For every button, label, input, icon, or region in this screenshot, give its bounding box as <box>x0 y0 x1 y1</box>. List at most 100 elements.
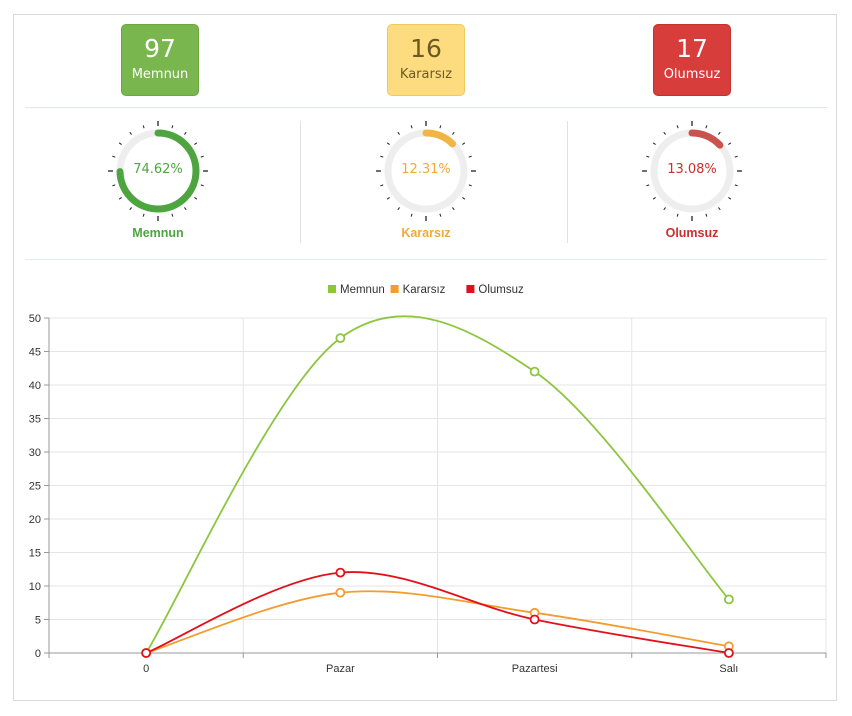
gauge-olumsuz: 13.08% Olumsuz <box>642 121 742 245</box>
gauge-memnun: 74.62% Memnun <box>108 121 208 245</box>
gauge-tick <box>452 131 455 135</box>
gauge-tick <box>728 142 732 145</box>
gauge-tick <box>380 155 384 158</box>
data-point[interactable] <box>529 614 540 625</box>
gauge-tick <box>142 213 145 217</box>
gauge-tick <box>676 213 679 217</box>
data-point[interactable] <box>335 567 346 578</box>
dashboard-panel: 97 Memnun 16 Kararsız 17 Olumsuz 74.62% … <box>13 14 837 701</box>
gauge-tick <box>112 184 116 187</box>
legend-swatch <box>328 285 336 293</box>
gauge-olumsuz-dial <box>642 121 742 221</box>
y-tick-label: 40 <box>29 380 41 392</box>
gauge-tick <box>468 184 472 187</box>
gauge-tick <box>468 155 472 158</box>
gauge-value-arc <box>116 129 200 213</box>
stat-memnun-label: Memnun <box>131 67 189 82</box>
stat-row: 97 Memnun 16 Kararsız 17 Olumsuz <box>14 15 836 107</box>
gauge-tick <box>462 142 466 145</box>
y-tick-label: 0 <box>35 648 41 660</box>
gauge-tick <box>118 197 122 200</box>
legend-label: Olumsuz <box>478 284 524 296</box>
series-line <box>145 315 730 654</box>
legend-label: Kararsız <box>403 284 446 296</box>
gauge-memnun-dial <box>108 121 208 221</box>
gauge-kararsiz: 12.31% Kararsız <box>376 121 476 245</box>
data-point[interactable] <box>335 333 346 344</box>
stat-kararsiz-label: Kararsız <box>399 67 453 82</box>
gauge-tick <box>200 155 204 158</box>
gauge-tick <box>118 142 122 145</box>
series-line <box>145 571 730 654</box>
x-tick-label: Pazartesi <box>512 663 558 675</box>
gauge-separator-1 <box>300 121 301 243</box>
gauge-tick <box>663 207 666 211</box>
y-tick-label: 45 <box>29 347 41 359</box>
y-tick-label: 30 <box>29 447 41 459</box>
y-tick-label: 5 <box>35 615 41 627</box>
data-point[interactable] <box>723 594 734 605</box>
line-chart: 0 5 10 15 20 25 30 35 40 45 50 0 Pazar Pazartesi Salı M… <box>29 284 827 675</box>
stat-memnun-value: 97 <box>144 34 176 63</box>
gauge-tick <box>734 184 738 187</box>
gauge-separator-2 <box>567 121 568 243</box>
gauge-kararsiz-dial <box>376 121 476 221</box>
stat-memnun: 97 Memnun <box>121 24 199 96</box>
gauge-tick <box>728 197 732 200</box>
y-tick-label: 20 <box>29 514 41 526</box>
gauge-value-arc <box>384 129 468 213</box>
gauge-tick <box>142 125 145 129</box>
gauge-value-arc <box>650 129 734 213</box>
gauge-tick <box>112 155 116 158</box>
gauge-tick <box>184 131 187 135</box>
y-tick-label: 10 <box>29 581 41 593</box>
data-point[interactable] <box>141 648 152 658</box>
gauge-olumsuz-percent: 13.08% <box>667 162 717 177</box>
gauge-memnun-label: Memnun <box>132 226 184 240</box>
gauge-tick <box>705 213 708 217</box>
gauge-tick <box>380 184 384 187</box>
gauge-tick <box>397 207 400 211</box>
x-tick-label: Pazar <box>326 663 355 675</box>
gauge-tick <box>386 142 390 145</box>
gauge-tick <box>386 197 390 200</box>
gauge-kararsiz-label: Kararsız <box>401 226 451 240</box>
data-point[interactable] <box>723 648 734 658</box>
gauge-tick <box>462 197 466 200</box>
gauge-tick <box>397 131 400 135</box>
gauge-tick <box>171 125 174 129</box>
gauge-tick <box>646 155 650 158</box>
y-tick-label: 25 <box>29 481 41 493</box>
gauge-tick <box>652 197 656 200</box>
divider-bottom <box>25 259 827 260</box>
gauge-memnun-percent: 74.62% <box>133 162 183 177</box>
data-point[interactable] <box>335 587 346 598</box>
legend-item[interactable]: Memnun <box>328 284 385 296</box>
gauge-tick <box>129 131 132 135</box>
gauge-tick <box>718 131 721 135</box>
legend-swatch <box>466 285 475 293</box>
gauge-tick <box>171 213 174 217</box>
x-tick-label: 0 <box>143 663 149 675</box>
legend-swatch <box>390 285 399 293</box>
series-line <box>145 590 730 654</box>
legend-item[interactable]: Olumsuz <box>466 284 524 296</box>
data-point[interactable] <box>529 366 540 377</box>
gauge-tick <box>663 131 666 135</box>
gauge-tick <box>194 197 198 200</box>
stat-olumsuz: 17 Olumsuz <box>653 24 731 96</box>
gauge-tick <box>410 213 413 217</box>
gauge-tick <box>439 125 442 129</box>
y-tick-label: 50 <box>29 313 41 325</box>
gauge-tick <box>200 184 204 187</box>
y-tick-label: 15 <box>29 548 41 560</box>
legend-item[interactable]: Kararsız <box>390 284 446 296</box>
stat-olumsuz-value: 17 <box>676 34 708 63</box>
gauge-tick <box>705 125 708 129</box>
stat-kararsiz: 16 Kararsız <box>387 24 465 96</box>
gauge-tick <box>452 207 455 211</box>
gauge-tick <box>439 213 442 217</box>
legend-label: Memnun <box>340 284 385 296</box>
stat-kararsiz-value: 16 <box>410 34 442 63</box>
stat-olumsuz-label: Olumsuz <box>663 67 721 82</box>
